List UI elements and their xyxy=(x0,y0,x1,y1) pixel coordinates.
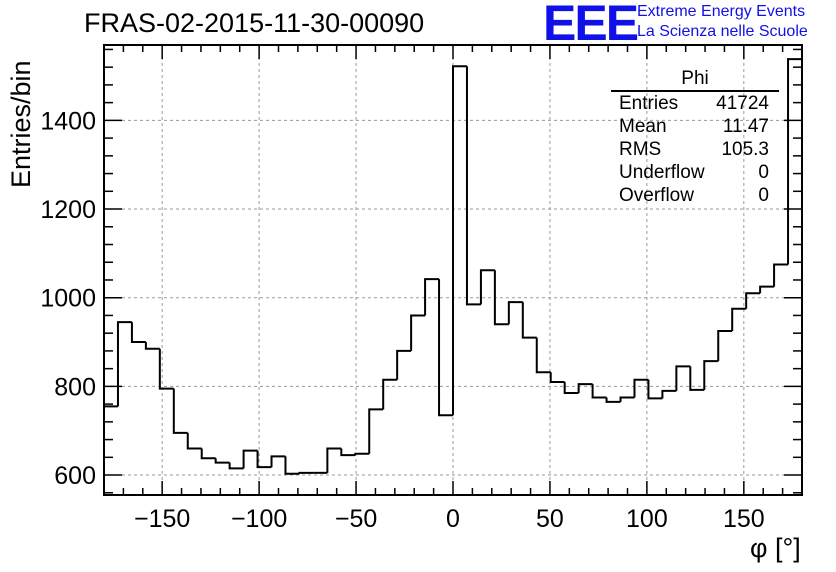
histogram-bin xyxy=(703,360,719,390)
histogram-bin xyxy=(731,307,747,331)
logo-caption-line1: Extreme Energy Events xyxy=(637,3,806,20)
stats-row: Overflow 0 xyxy=(611,184,779,207)
histogram-bin xyxy=(298,471,314,474)
x-tick-label: 150 xyxy=(723,505,765,533)
histogram-bin xyxy=(354,452,370,456)
histogram-bin xyxy=(493,270,509,326)
histogram-bin xyxy=(675,365,691,391)
histogram-bin xyxy=(745,292,761,309)
histogram-bin xyxy=(410,314,426,351)
histogram-bin xyxy=(242,449,258,469)
y-tick-label: 1200 xyxy=(40,196,96,224)
eee-logo: EEE xyxy=(543,0,639,51)
histogram-bin xyxy=(535,337,551,374)
histogram-bin xyxy=(186,432,202,450)
histogram-bin xyxy=(368,408,384,454)
stats-label: Mean xyxy=(619,116,667,137)
histogram-bin xyxy=(424,278,440,316)
y-tick-label: 600 xyxy=(54,462,96,490)
histogram-bin xyxy=(256,450,272,469)
stats-label: Overflow xyxy=(619,185,694,206)
histogram-bin xyxy=(284,456,300,475)
histogram-bin xyxy=(661,389,677,399)
histogram-bin xyxy=(130,322,146,344)
y-axis-label: Entries/bin xyxy=(6,60,36,188)
x-tick-label: 0 xyxy=(446,505,460,533)
histogram-bin xyxy=(563,381,579,395)
chart-title: FRAS-02-2015-11-30-00090 xyxy=(84,8,425,38)
histogram-bin xyxy=(465,66,481,306)
x-tick-label: 50 xyxy=(536,505,564,533)
histogram-bin xyxy=(228,462,244,470)
stats-value: 0 xyxy=(758,162,769,183)
histogram-bin xyxy=(158,348,174,390)
histogram-bin xyxy=(689,366,705,391)
histogram-bin xyxy=(717,329,733,362)
stats-title: Phi xyxy=(611,68,779,92)
histogram-bin xyxy=(591,384,607,399)
axes: −150 −100 −50 0 50 100 150 600 800 1000 1200 1400 xyxy=(40,44,803,533)
stats-value: 105.3 xyxy=(721,139,769,160)
stats-row: RMS 105.3 xyxy=(611,138,779,161)
x-tick-label: −150 xyxy=(134,505,190,533)
histogram-bin xyxy=(340,448,356,457)
stats-value: 41724 xyxy=(716,93,769,114)
histogram-bin xyxy=(396,349,412,380)
histogram-bin xyxy=(507,301,523,325)
histogram-bin xyxy=(438,279,453,417)
histogram-bin xyxy=(452,65,467,416)
x-tick-label: −50 xyxy=(335,505,377,533)
histogram-bin xyxy=(577,383,593,394)
histogram-bin xyxy=(647,379,663,400)
stats-row: Entries 41724 xyxy=(611,92,779,115)
histogram-bin xyxy=(116,321,132,407)
stats-label: Underflow xyxy=(619,162,705,183)
stats-box: Phi Entries 41724 Mean 11.47 RMS 105.3 U… xyxy=(611,68,779,207)
histogram-bin xyxy=(382,378,398,410)
histogram-bin xyxy=(759,285,775,294)
logo-caption-line2: La Scienza nelle Scuole xyxy=(637,23,808,40)
x-tick-label: −100 xyxy=(231,505,287,533)
histogram-bin xyxy=(633,378,649,398)
y-tick-label: 1400 xyxy=(40,107,96,135)
histogram-bin xyxy=(605,397,621,403)
x-tick-label: 100 xyxy=(626,505,668,533)
stats-label: RMS xyxy=(619,139,662,160)
histogram-bin xyxy=(144,342,160,350)
histogram-bin xyxy=(200,448,216,460)
stats-value: 11.47 xyxy=(722,116,769,137)
histogram-bin xyxy=(549,372,565,383)
x-axis-label: φ [°] xyxy=(750,533,801,563)
histogram-bin xyxy=(214,458,230,464)
stats-row: Mean 11.47 xyxy=(611,115,779,138)
histogram-bin xyxy=(270,455,286,468)
histogram-bin xyxy=(479,269,495,305)
stats-value: 0 xyxy=(758,185,769,206)
histogram-bin xyxy=(619,396,635,402)
stats-label: Entries xyxy=(619,93,679,114)
histogram-bin xyxy=(787,58,803,495)
y-tick-label: 1000 xyxy=(40,285,96,313)
histogram-bin xyxy=(521,302,537,339)
histogram-bin xyxy=(326,447,342,473)
y-tick-label: 800 xyxy=(54,373,96,401)
histogram-bin xyxy=(172,388,188,434)
histogram-bin xyxy=(773,263,789,287)
stats-row: Underflow 0 xyxy=(611,161,779,184)
histogram-bin xyxy=(103,405,118,495)
